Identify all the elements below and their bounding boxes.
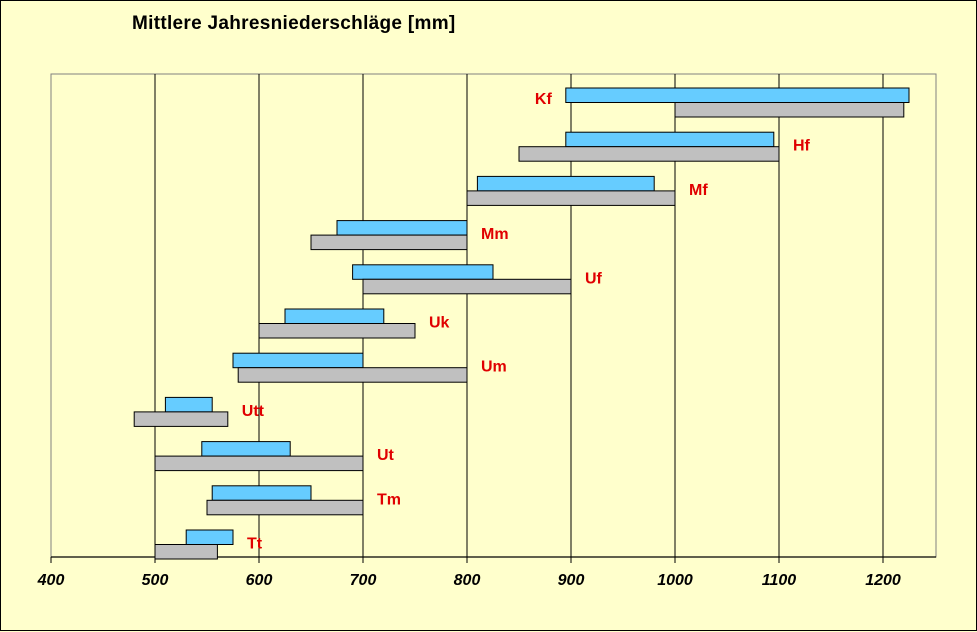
category-label: Ut	[377, 447, 395, 464]
bar-series-b	[133, 411, 229, 427]
bar-series-b	[154, 455, 364, 472]
bar-series-a	[185, 529, 234, 545]
x-tick-label: 700	[350, 572, 377, 589]
x-tick-label: 1200	[865, 572, 901, 589]
x-tick-label: 1000	[657, 572, 693, 589]
bar-series-a	[476, 175, 655, 192]
bar-series-a	[336, 220, 468, 236]
bar-series-b	[154, 544, 218, 560]
bar-series-a	[565, 131, 775, 148]
bar-series-b	[518, 146, 780, 162]
bar-series-a	[565, 87, 910, 103]
bar-series-a	[211, 485, 312, 501]
category-label: Kf	[535, 91, 553, 108]
x-tick-label: 600	[246, 572, 273, 589]
x-tick-label: 900	[558, 572, 585, 589]
category-label: Hf	[793, 138, 811, 155]
category-label: Uk	[429, 315, 450, 332]
category-label: Utt	[242, 403, 265, 420]
plot-area	[50, 73, 937, 558]
bar-series-a	[352, 264, 494, 280]
bar-series-b	[310, 234, 468, 251]
bar-series-b	[206, 499, 364, 516]
chart-title: Mittlere Jahresniederschläge [mm]	[132, 13, 456, 34]
category-label: Uf	[585, 270, 603, 287]
category-label: Tt	[247, 536, 263, 553]
bar-series-b	[674, 102, 905, 118]
x-tick-label: 400	[37, 572, 65, 589]
bar-series-a	[164, 396, 213, 413]
bar-series-a	[284, 308, 385, 324]
category-label: Mm	[481, 226, 509, 243]
category-label: Mf	[689, 182, 708, 199]
bar-series-b	[237, 367, 468, 383]
bar-series-b	[258, 323, 416, 339]
x-tick-label: 1100	[762, 572, 797, 589]
category-label: Um	[481, 359, 507, 376]
bar-series-a	[201, 441, 291, 457]
bar-series-a	[232, 352, 364, 369]
bar-series-b	[362, 278, 572, 295]
category-label: Tm	[377, 491, 401, 508]
x-tick-label: 800	[454, 572, 481, 589]
x-tick-label: 500	[142, 572, 169, 589]
bar-series-b	[466, 190, 676, 206]
